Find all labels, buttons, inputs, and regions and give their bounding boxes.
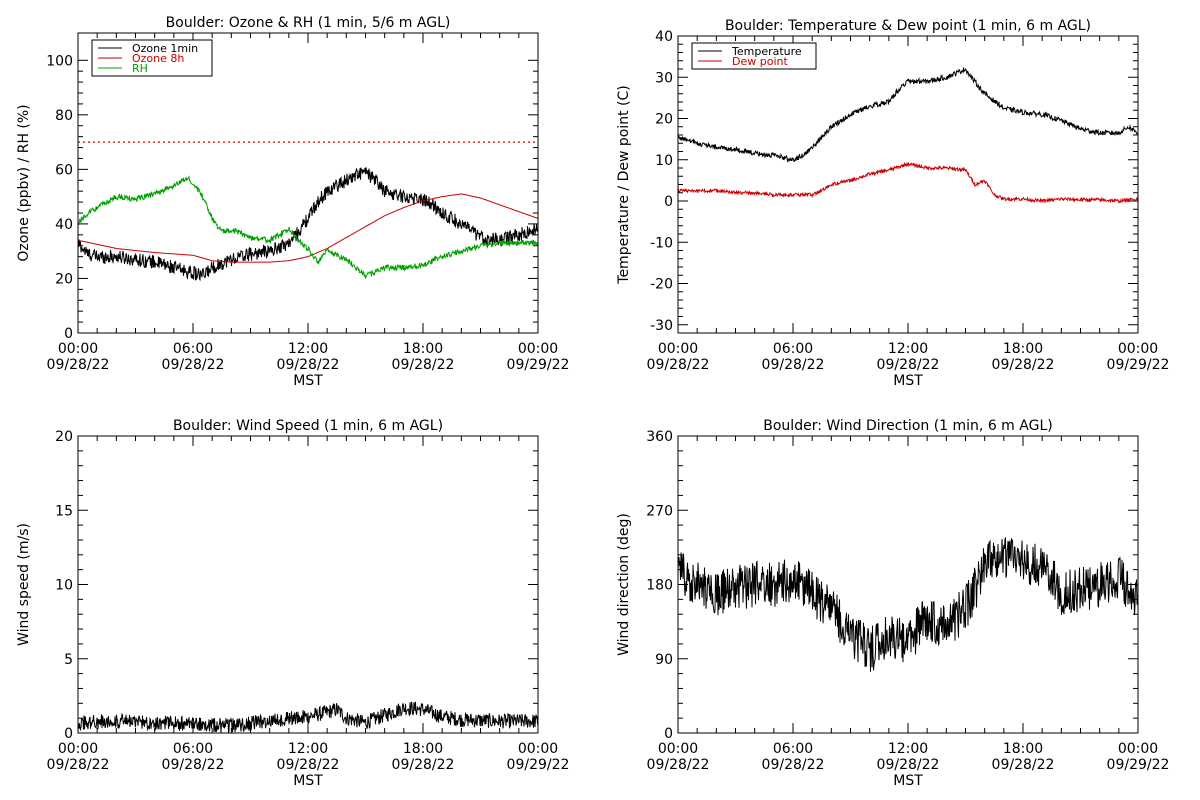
y-axis-label: Wind direction (deg) [616, 513, 632, 656]
chart-title: Boulder: Wind Direction (1 min, 6 m AGL) [763, 418, 1052, 434]
x-tick-date-label: 09/29/22 [1107, 357, 1170, 373]
y-tick-label: 40 [55, 217, 73, 233]
y-tick-label: 20 [55, 429, 73, 445]
y-tick-label: -20 [650, 277, 673, 293]
x-tick-date-label: 09/28/22 [277, 357, 340, 373]
y-axis-label: Temperature / Dew point (C) [616, 85, 632, 284]
x-tick-time-label: 12:00 [288, 741, 328, 757]
x-tick-time-label: 00:00 [518, 741, 558, 757]
x-tick-date-label: 09/28/22 [392, 357, 455, 373]
y-tick-label: 90 [655, 652, 673, 668]
chart-panel-2: Boulder: Temperature & Dew point (1 min,… [616, 18, 1169, 389]
x-axis-label: MST [293, 773, 323, 789]
x-tick-time-label: 06:00 [773, 741, 813, 757]
x-tick-time-label: 18:00 [1003, 341, 1043, 357]
y-tick-label: 40 [655, 29, 673, 45]
y-tick-label: 30 [655, 70, 673, 86]
x-tick-date-label: 09/28/22 [277, 757, 340, 773]
y-tick-label: 15 [55, 503, 73, 519]
y-tick-label: 5 [64, 652, 73, 668]
y-tick-label: 20 [655, 112, 673, 128]
legend-box [691, 42, 817, 70]
plot-frame [677, 435, 1139, 734]
y-axis-label: Ozone (ppbv) / RH (%) [16, 104, 32, 261]
y-tick-label: 20 [55, 271, 73, 287]
y-tick-label: 180 [646, 578, 673, 594]
chart-panel-4: Boulder: Wind Direction (1 min, 6 m AGL)… [616, 418, 1169, 789]
series-line-1 [78, 167, 538, 282]
x-axis-label: MST [893, 373, 923, 389]
x-tick-time-label: 00:00 [1118, 341, 1158, 357]
x-tick-date-label: 09/28/22 [47, 357, 110, 373]
y-tick-label: 10 [55, 578, 73, 594]
x-tick-date-label: 09/28/22 [877, 757, 940, 773]
x-tick-date-label: 09/28/22 [992, 757, 1055, 773]
legend-label: RH [132, 62, 148, 75]
plot-frame [77, 32, 539, 334]
x-tick-time-label: 00:00 [1118, 741, 1158, 757]
legend-label: Dew point [732, 55, 788, 68]
x-tick-date-label: 09/28/22 [47, 757, 110, 773]
x-tick-time-label: 12:00 [888, 341, 928, 357]
plot-frame [677, 35, 1139, 334]
y-tick-label: 10 [655, 153, 673, 169]
x-tick-date-label: 09/29/22 [1107, 757, 1170, 773]
x-tick-time-label: 12:00 [888, 741, 928, 757]
x-tick-time-label: 06:00 [173, 341, 213, 357]
y-tick-label: 80 [55, 108, 73, 124]
x-tick-time-label: 18:00 [403, 341, 443, 357]
x-axis-label: MST [293, 373, 323, 389]
x-tick-date-label: 09/28/22 [992, 357, 1055, 373]
y-tick-label: -10 [650, 235, 673, 251]
x-tick-time-label: 00:00 [58, 741, 98, 757]
y-tick-label: 270 [646, 503, 673, 519]
chart-title: Boulder: Temperature & Dew point (1 min,… [725, 18, 1091, 34]
legend-label: Ozone 1min [132, 42, 198, 55]
chart-title: Boulder: Ozone & RH (1 min, 5/6 m AGL) [166, 15, 451, 31]
x-tick-date-label: 09/28/22 [647, 757, 710, 773]
chart-panel-1: Boulder: Ozone & RH (1 min, 5/6 m AGL) Oz… [16, 15, 569, 389]
y-tick-label: 0 [64, 326, 73, 342]
x-tick-date-label: 09/28/22 [392, 757, 455, 773]
chart-title: Boulder: Wind Speed (1 min, 6 m AGL) [173, 418, 443, 434]
x-tick-time-label: 00:00 [518, 341, 558, 357]
y-tick-label: 60 [55, 162, 73, 178]
y-tick-label: 100 [46, 53, 73, 69]
series-line-3 [78, 175, 538, 280]
series-line-1 [678, 537, 1138, 672]
y-tick-label: -30 [650, 318, 673, 334]
x-tick-date-label: 09/28/22 [762, 357, 825, 373]
x-tick-time-label: 00:00 [658, 741, 698, 757]
y-tick-label: 360 [646, 429, 673, 445]
x-tick-time-label: 12:00 [288, 341, 328, 357]
x-tick-date-label: 09/28/22 [162, 757, 225, 773]
x-tick-date-label: 09/28/22 [762, 757, 825, 773]
y-tick-label: 0 [64, 726, 73, 742]
x-tick-date-label: 09/29/22 [507, 757, 570, 773]
x-axis-label: MST [893, 773, 923, 789]
y-tick-label: 0 [664, 726, 673, 742]
x-tick-time-label: 06:00 [773, 341, 813, 357]
x-tick-time-label: 18:00 [403, 741, 443, 757]
chart-panel-3: Boulder: Wind Speed (1 min, 6 m AGL) Wind… [16, 418, 569, 789]
x-tick-date-label: 09/28/22 [877, 357, 940, 373]
x-tick-time-label: 06:00 [173, 741, 213, 757]
series-line-2 [78, 193, 538, 263]
y-axis-label: Wind speed (m/s) [16, 523, 32, 646]
plot-frame [77, 435, 539, 734]
x-tick-time-label: 18:00 [1003, 741, 1043, 757]
x-tick-date-label: 09/28/22 [162, 357, 225, 373]
legend-label: Ozone 8h [132, 52, 184, 65]
y-tick-label: 0 [664, 194, 673, 210]
series-line-1 [678, 67, 1138, 163]
series-line-1 [78, 701, 538, 733]
x-tick-date-label: 09/28/22 [647, 357, 710, 373]
x-tick-time-label: 00:00 [58, 341, 98, 357]
x-tick-date-label: 09/29/22 [507, 357, 570, 373]
series-line-2 [678, 161, 1138, 205]
legend-label: Temperature [731, 45, 802, 58]
x-tick-time-label: 00:00 [658, 341, 698, 357]
